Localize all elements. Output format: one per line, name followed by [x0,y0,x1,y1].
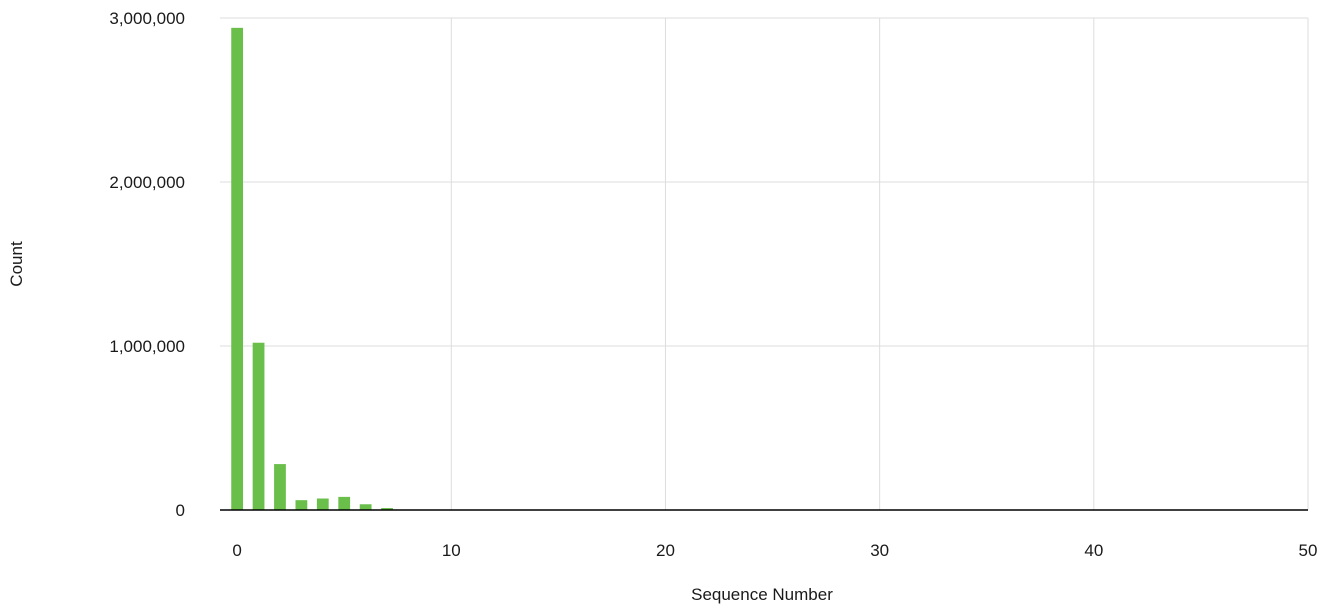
y-tick-label: 0 [176,501,185,520]
bar [252,342,265,510]
bar [381,508,393,510]
y-tick-label: 3,000,000 [109,9,185,28]
bar [274,464,286,510]
x-axis-title: Sequence Number [691,585,833,604]
bars [231,27,458,511]
grid-lines [220,17,1309,510]
x-tick-label: 20 [656,541,675,560]
bar [295,500,308,510]
bar [316,498,329,510]
x-tick-label: 40 [1084,541,1103,560]
x-tick-label: 0 [232,541,241,560]
bar [338,496,351,510]
x-tick-label: 10 [442,541,461,560]
y-axis-title: Count [7,241,26,287]
x-tick-label: 50 [1299,541,1318,560]
bar [359,504,372,510]
y-tick-label: 2,000,000 [109,173,185,192]
x-tick-label: 30 [870,541,889,560]
bar [231,27,244,511]
y-tick-label: 1,000,000 [109,337,185,356]
x-axis-tick-labels: 0 10 20 30 40 50 [232,541,1317,560]
y-axis-tick-labels: 0 1,000,000 2,000,000 3,000,000 [109,9,185,520]
